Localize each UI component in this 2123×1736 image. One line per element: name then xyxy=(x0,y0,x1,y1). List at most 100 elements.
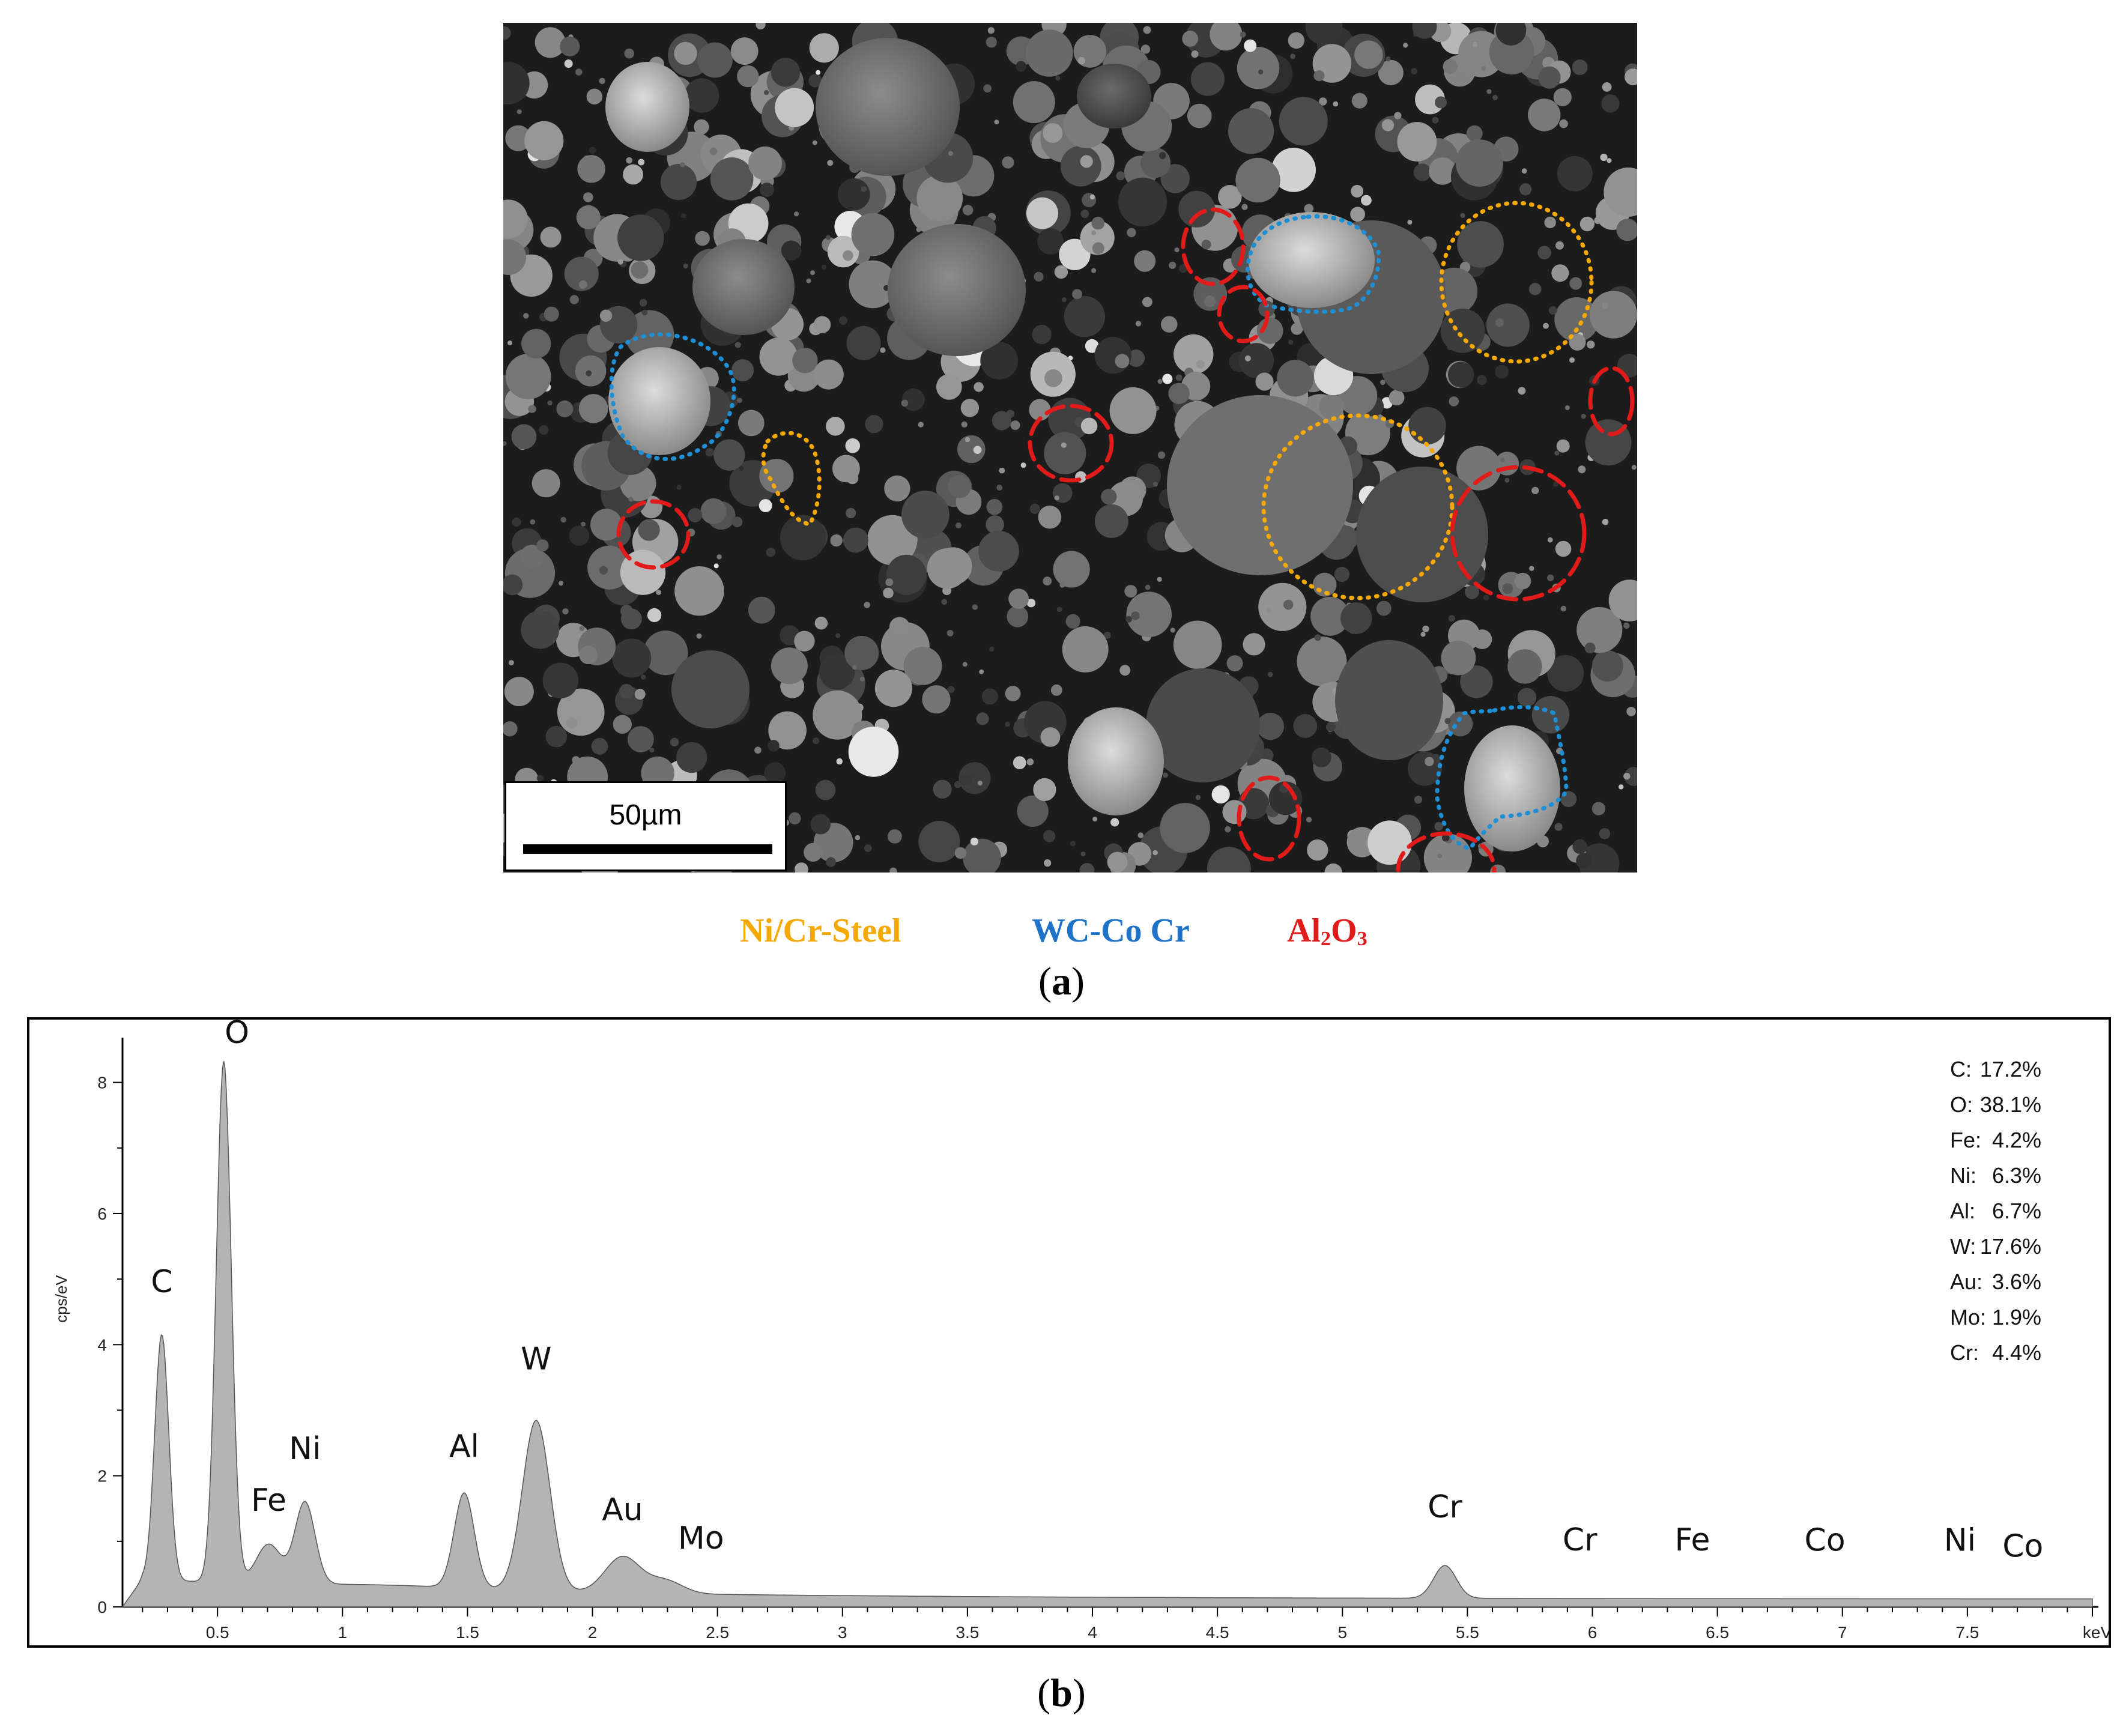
grain xyxy=(1581,414,1586,419)
grain xyxy=(1584,643,1596,654)
grain xyxy=(536,775,544,782)
grain xyxy=(1623,772,1631,780)
peak-label: C xyxy=(151,1264,172,1300)
grain xyxy=(713,439,745,471)
grain xyxy=(794,211,799,217)
grain xyxy=(1044,369,1062,387)
grain xyxy=(1457,221,1504,268)
grain xyxy=(560,36,580,56)
grain xyxy=(1168,383,1190,404)
grain xyxy=(583,192,593,202)
composition-element: O: xyxy=(1950,1092,1973,1117)
grain xyxy=(1460,213,1465,218)
grain xyxy=(1173,620,1222,670)
grain xyxy=(1625,68,1637,86)
grain xyxy=(851,213,895,256)
y-tick-label: 8 xyxy=(97,1074,107,1092)
grain xyxy=(816,70,821,75)
grain xyxy=(737,410,765,437)
grain xyxy=(1064,296,1106,337)
grain xyxy=(674,566,724,616)
grain xyxy=(1557,156,1593,192)
grain xyxy=(748,146,782,180)
grain xyxy=(599,566,608,575)
peak-label: Mo xyxy=(678,1520,724,1556)
grain xyxy=(978,531,1019,572)
grain xyxy=(1481,65,1486,71)
grain xyxy=(1555,241,1564,250)
grain xyxy=(536,539,549,552)
grain xyxy=(1080,851,1086,857)
grain xyxy=(996,485,1003,491)
grain xyxy=(599,309,613,322)
grain xyxy=(1013,81,1055,124)
grain xyxy=(1157,379,1163,384)
grain xyxy=(946,630,954,637)
grain xyxy=(760,183,774,197)
grain xyxy=(621,608,642,630)
grain xyxy=(628,497,634,502)
grain xyxy=(794,631,815,652)
particle xyxy=(1167,395,1353,575)
grain xyxy=(626,157,633,164)
grain xyxy=(789,812,801,825)
grain xyxy=(1207,847,1251,873)
particle xyxy=(1356,467,1488,602)
grain xyxy=(830,534,843,547)
particle xyxy=(608,347,710,455)
grain xyxy=(1190,62,1225,96)
grain xyxy=(960,773,972,786)
grain xyxy=(775,88,814,127)
grain xyxy=(1413,163,1431,181)
grain xyxy=(641,309,648,316)
x-tick-label: 1 xyxy=(338,1623,348,1642)
x-tick-label: 6 xyxy=(1588,1623,1598,1642)
grain xyxy=(1175,374,1183,381)
grain xyxy=(1600,153,1608,162)
grain xyxy=(962,205,974,216)
grain xyxy=(889,867,897,873)
grain xyxy=(813,737,819,745)
grain xyxy=(505,354,551,399)
grain xyxy=(1191,50,1199,58)
grain xyxy=(883,587,894,599)
grain xyxy=(512,517,521,527)
x-tick-label: 1.5 xyxy=(456,1623,479,1642)
wc-co-cr-outlines xyxy=(609,214,1569,851)
grain xyxy=(649,748,655,753)
particle xyxy=(692,239,795,335)
legend-ni-cr-steel: Ni/Cr-Steel xyxy=(740,912,901,950)
grain xyxy=(814,616,828,630)
grain xyxy=(1397,122,1437,162)
grain xyxy=(676,485,682,490)
grain xyxy=(1140,44,1151,54)
grain xyxy=(1268,781,1303,815)
grain xyxy=(576,205,601,229)
grain xyxy=(1408,407,1446,445)
grain xyxy=(826,417,845,436)
grain xyxy=(880,347,886,353)
grain xyxy=(521,328,551,358)
al2o3-outlines xyxy=(616,207,1635,873)
grain xyxy=(1193,277,1228,311)
grain xyxy=(1162,374,1173,384)
grain xyxy=(874,670,912,707)
grain xyxy=(1599,828,1611,839)
grain xyxy=(1211,785,1230,804)
grain xyxy=(1367,820,1412,865)
grain xyxy=(535,27,566,58)
grain xyxy=(980,342,1019,380)
grain xyxy=(1448,711,1473,737)
grain xyxy=(1204,295,1216,307)
x-tick-label: 5 xyxy=(1337,1623,1347,1642)
grain xyxy=(954,847,967,859)
grain xyxy=(1056,606,1062,612)
grain xyxy=(1218,185,1242,209)
grain xyxy=(845,438,861,453)
grain xyxy=(1319,97,1327,106)
grain xyxy=(1460,665,1493,698)
grain xyxy=(986,37,997,48)
grain xyxy=(1169,261,1177,269)
grain xyxy=(1065,614,1080,629)
grain xyxy=(1109,387,1157,434)
